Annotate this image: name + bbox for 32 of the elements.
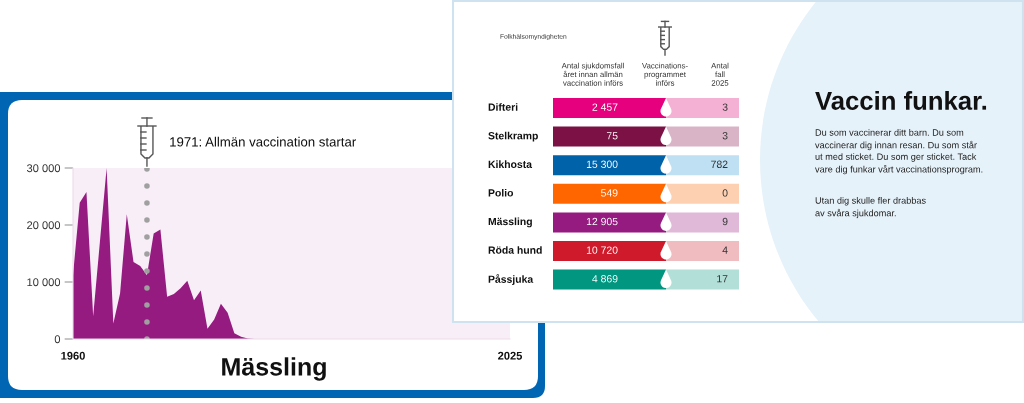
x-tick-label: 1960 <box>61 351 85 360</box>
text: Vaccin funkar. <box>815 91 987 110</box>
ref-line-label: 1971: Allmän vaccination startar <box>170 136 356 147</box>
text: Mässling <box>222 357 326 381</box>
category-label: Difteri <box>488 103 518 111</box>
text: Utan dig skulle fler drabbas av svåra sjukdomar. <box>815 197 926 219</box>
data-label: 2 457 <box>592 103 618 111</box>
y-tick-label: 20 000 <box>27 221 61 230</box>
text: Du som vaccinerar ditt barn. Du som vaccinerar dig innan resan. Du som står ut med sticket. Du som ger sticket. Tack vare dig funkar vårt vaccinationsprogram. <box>815 129 983 175</box>
data-label: 10 720 <box>586 246 618 254</box>
data-label: 12 905 <box>586 217 618 226</box>
data-label: 782 <box>711 160 728 168</box>
data-label: 3 <box>722 132 728 140</box>
category-label: Kikhosta <box>488 160 533 168</box>
y-tick-label: 30 000 <box>26 164 61 173</box>
category-label: Påssjuka <box>488 274 534 285</box>
data-label: 4 869 <box>592 275 618 283</box>
category-label: Mässling <box>488 217 532 228</box>
data-label: 4 <box>722 246 728 254</box>
category-label: Stelkramp <box>488 131 538 142</box>
data-label: 17 <box>717 275 728 283</box>
data-label: 549 <box>601 189 618 197</box>
data-label: 0 <box>722 189 728 197</box>
data-label: 75 <box>606 132 618 140</box>
y-tick-label: 10 000 <box>27 278 61 287</box>
category-label: Röda hund <box>488 246 542 254</box>
data-label: 3 <box>722 103 728 111</box>
data-label: 9 <box>722 217 728 226</box>
category-label: Polio <box>488 188 514 197</box>
data-label: 15 300 <box>586 160 618 168</box>
y-tick-label: 0 <box>54 335 61 344</box>
x-tick-label: 2025 <box>498 351 523 360</box>
